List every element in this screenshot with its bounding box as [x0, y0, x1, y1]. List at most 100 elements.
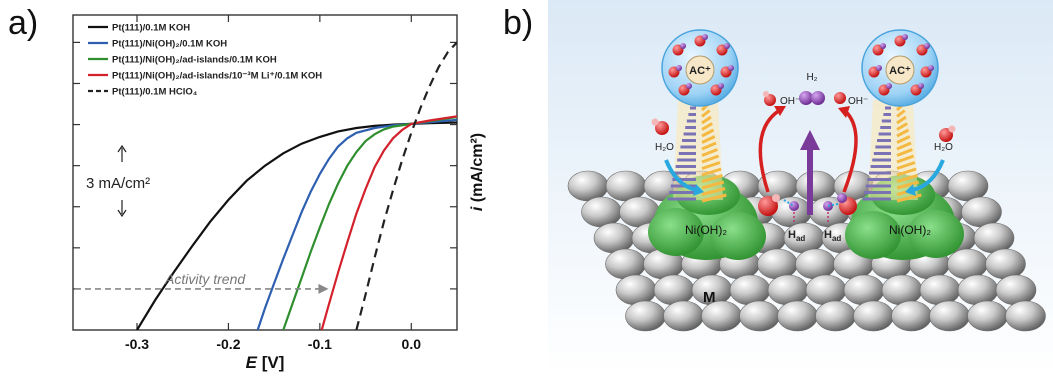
water-left: H₂O — [651, 118, 674, 153]
legend-entry: Pt(111)/0.1M HClO₄ — [112, 87, 198, 98]
metal-atom — [891, 300, 932, 332]
activity-trend-arrowhead — [318, 283, 329, 294]
water-hydrogen — [886, 83, 892, 89]
polarization-chart: -0.3 -0.2 -0.1 0.0 Pt(111)/0.1M KOHPt(111)/… — [72, 14, 486, 372]
water-hydrogen — [676, 65, 682, 71]
hydroxide-label-left: OH⁻ — [780, 96, 800, 107]
stripe — [896, 115, 907, 125]
blue-arrow-right — [912, 159, 945, 192]
legend-entry: Pt(111)/Ni(OH)₂/ad-islands/0.1M KOH — [112, 55, 277, 66]
stripe — [701, 109, 711, 118]
water-hydrogen — [724, 43, 730, 49]
stripe — [701, 128, 715, 138]
water-hydrogen — [880, 43, 886, 49]
legend: Pt(111)/0.1M KOH Pt(111)/Ni(OH)₂/0.1M KOH… — [88, 23, 322, 98]
stripe — [701, 187, 726, 196]
water-hydrogen — [928, 65, 934, 71]
metal-atom — [957, 274, 999, 306]
stripe — [701, 122, 713, 131]
metal-atom — [605, 248, 646, 280]
hydroxide-left: OH⁻ — [763, 91, 800, 107]
x-tick-label: 0.0 — [402, 336, 422, 352]
stripe — [896, 135, 911, 144]
panel-a-label: a) — [8, 4, 39, 42]
hydrogen-label: H₂ — [806, 72, 817, 83]
stripe — [896, 174, 918, 183]
legend-entry: Pt(111)/0.1M KOH — [112, 23, 190, 34]
stripe — [896, 167, 917, 177]
water-hydrogen — [686, 83, 692, 89]
cation-label-left: AC⁺ — [689, 65, 711, 77]
metal-atom — [757, 248, 798, 280]
water-label-left: H₂O — [655, 142, 674, 153]
metal-atom — [795, 248, 836, 280]
x-tick-label: -0.2 — [216, 336, 240, 352]
red-arrow-left — [758, 108, 781, 193]
adsorbed-h-right: Had — [823, 201, 841, 243]
water-hydrogen — [702, 34, 708, 40]
metal-atom — [973, 222, 1015, 254]
metal-atom — [961, 196, 1002, 228]
series-line-2 — [256, 118, 457, 330]
stripe — [701, 161, 721, 170]
x-tick-label: -0.1 — [308, 336, 332, 352]
adsorbed-oh-right — [837, 193, 857, 215]
red-arrow-right-head — [838, 106, 850, 118]
hydroxide-label-right: OH⁻ — [848, 96, 868, 107]
stripe — [701, 148, 718, 157]
adsorbed-oh-left — [758, 194, 780, 216]
metal-atom — [795, 170, 837, 202]
metal-atom — [739, 300, 780, 332]
cation-bubble-left: AC⁺ — [661, 29, 739, 107]
stripe — [896, 161, 916, 170]
water-hydrogen — [876, 65, 882, 71]
blue-arrow-left-head — [693, 184, 704, 196]
water-hydrogen — [924, 43, 930, 49]
panel-b-label: b) — [503, 4, 534, 42]
stripe — [701, 167, 722, 177]
water-hydrogen — [680, 43, 686, 49]
blue-arrow-left — [664, 159, 697, 192]
metal-label: M — [703, 289, 716, 306]
interaction-stripes-right — [862, 100, 922, 203]
metal-atom — [729, 274, 771, 306]
metal-atom — [663, 300, 704, 332]
metal-atom — [1005, 300, 1046, 332]
interaction-stripes-left — [667, 100, 727, 203]
nioh-label-right: Ni(OH)₂ — [889, 223, 931, 237]
metal-atom — [593, 222, 635, 254]
metal-atom — [653, 274, 695, 306]
metal-atom — [843, 274, 885, 306]
water-hydrogen — [918, 83, 924, 89]
water-hydrogen — [902, 34, 908, 40]
legend-entry: Pt(111)/Ni(OH)₂/0.1M KOH — [112, 39, 227, 50]
metal-atom — [581, 196, 622, 228]
metal-atom — [919, 274, 961, 306]
series-line-4 — [320, 115, 457, 330]
stripe — [701, 135, 716, 144]
metal-atom — [881, 274, 923, 306]
activity-trend-label: Activity trend — [164, 271, 246, 287]
metal-atom — [985, 248, 1026, 280]
water-hydrogen — [718, 83, 724, 89]
metal-atom — [853, 300, 894, 332]
hydrogen-molecule: H₂ — [799, 72, 825, 105]
metal-atom — [625, 300, 666, 332]
cation-label-right: AC⁺ — [889, 65, 911, 77]
metal-atom — [567, 170, 609, 202]
stripe — [896, 141, 912, 151]
metal-atom — [767, 274, 809, 306]
plot-frame — [72, 14, 458, 331]
metal-atom — [967, 300, 1008, 332]
nioh-label-left: Ni(OH)₂ — [685, 223, 727, 237]
stripe — [701, 154, 720, 164]
stripe — [896, 154, 915, 164]
hydroxide-right: OH⁻ — [834, 92, 868, 107]
purple-up-arrow — [800, 130, 820, 215]
x-tick-label: -0.3 — [125, 336, 149, 352]
red-arrow-right — [842, 108, 858, 193]
metal-atom — [929, 300, 970, 332]
stripe — [701, 193, 727, 203]
water-right: H₂O — [934, 125, 956, 153]
dashed-bond-right — [827, 203, 839, 207]
